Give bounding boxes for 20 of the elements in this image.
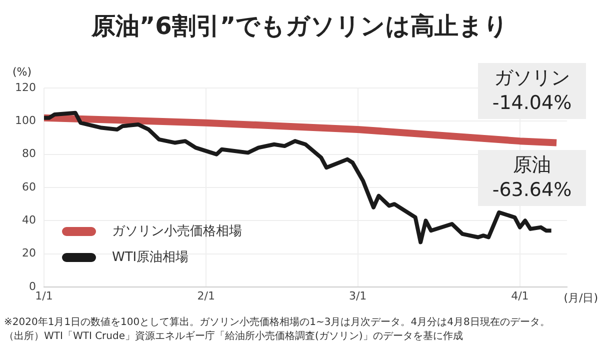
legend-label: ガソリン小売価格相場: [112, 223, 242, 240]
chart-title: 原油”6割引”でもガソリンは高止まり: [90, 11, 510, 42]
y-tick-label: 100: [15, 114, 36, 128]
y-axis-title: (%): [12, 65, 32, 78]
y-tick-label: 80: [22, 147, 36, 160]
x-axis-title: (月/日): [564, 291, 598, 304]
annotation: ガソリン -14.04%: [478, 63, 586, 119]
text: （出所）WTI「WTI Crude」資源エネルギー庁「給油所小売価格調査(ガソリン)」のデータを基に作成: [4, 330, 464, 344]
y-tick-label: 20: [22, 246, 36, 260]
y-tick-label: 120: [15, 80, 36, 94]
x-tick-label: 1/1: [35, 289, 53, 302]
x-tick-label: 4/1: [511, 289, 529, 302]
x-tick-label: 2/1: [197, 289, 215, 302]
text: ※2020年1月1日の数値を100として算出。ガソリン小売価格相場の1~3月は月次データ。4月分は4月8日現在のデータ。: [4, 316, 551, 330]
x-tick-label: 3/1: [348, 289, 367, 302]
y-tick-label: 0: [29, 280, 36, 293]
annotation: 原油 -63.64%: [478, 150, 586, 206]
legend-label: WTI原油相場: [112, 249, 189, 266]
y-tick-label: 40: [22, 214, 36, 227]
y-tick-label: 60: [22, 180, 36, 194]
